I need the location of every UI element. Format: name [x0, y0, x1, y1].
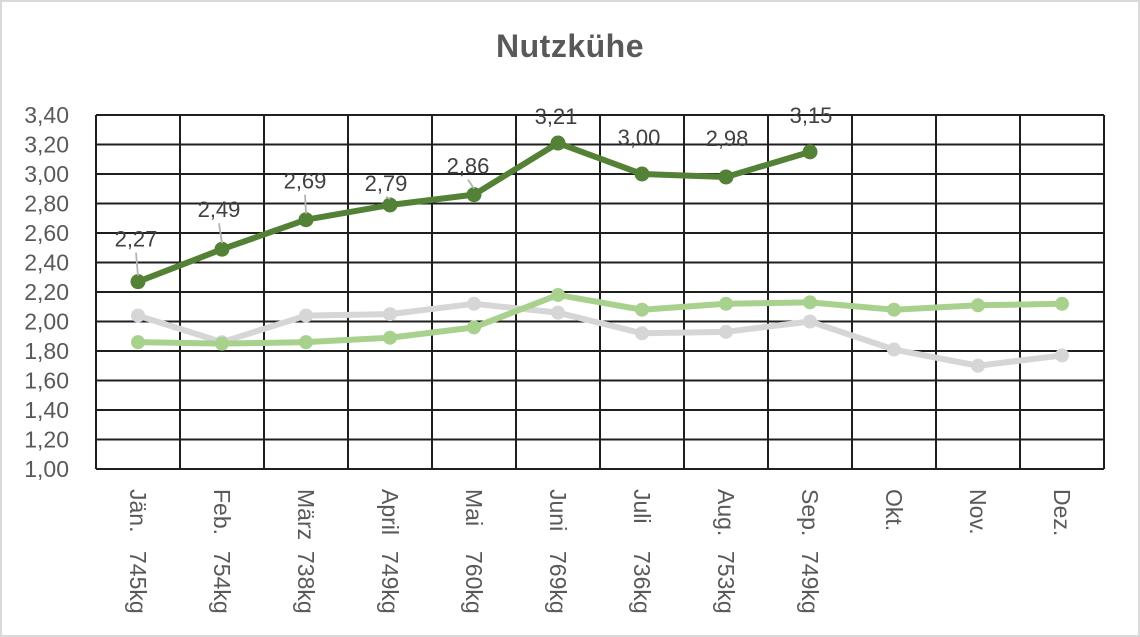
x-axis-weight-label: 760kg [461, 551, 487, 614]
series-marker-light-green [635, 302, 649, 317]
y-axis-tick-label: 1,80 [24, 338, 69, 364]
y-axis-tick-label: 2,60 [24, 220, 69, 246]
series-marker-gray [887, 342, 901, 357]
y-axis-tick-label: 2,40 [24, 250, 69, 276]
y-axis-tick-label: 3,20 [24, 132, 69, 158]
chart-title: Nutzkühe [496, 28, 644, 64]
x-axis-month-label: April [377, 489, 403, 535]
data-label: 3,00 [618, 125, 661, 150]
series-marker-gray [635, 326, 649, 341]
series-marker-light-green [971, 298, 985, 313]
data-label: 2,27 [115, 227, 158, 252]
y-axis-tick-label: 1,60 [24, 368, 69, 394]
series-marker-light-green [131, 335, 145, 350]
y-axis-tick-label: 1,00 [24, 456, 69, 482]
series-marker-dark-green [550, 135, 566, 151]
y-axis-tick-label: 3,00 [24, 161, 69, 187]
data-label: 2,98 [706, 126, 749, 151]
data-label: 2,86 [447, 154, 490, 179]
y-axis-tick-label: 3,40 [24, 102, 69, 128]
x-axis-weight-label: 745kg [125, 551, 151, 614]
x-axis-month-label: Feb. [209, 489, 235, 535]
series-marker-light-green [215, 336, 229, 351]
x-axis-month-label: Sep. [797, 489, 823, 536]
series-marker-light-green [1055, 296, 1069, 311]
series-marker-gray [719, 324, 733, 339]
data-label-leader-line [304, 194, 307, 214]
x-axis-month-label: Okt. [881, 489, 907, 531]
series-marker-gray [131, 308, 145, 323]
x-axis-weight-label: 754kg [209, 551, 235, 614]
data-label-leader-line [218, 223, 223, 244]
series-marker-gray [551, 305, 565, 320]
data-label-leader-line [135, 252, 139, 276]
data-label-leader-line [385, 196, 391, 200]
series-marker-dark-green [382, 197, 398, 213]
x-axis-month-label: Mai [461, 489, 487, 526]
data-label: 2,69 [284, 169, 327, 194]
x-axis-weight-label: 749kg [377, 551, 403, 614]
series-marker-gray [1055, 348, 1069, 363]
data-label: 2,49 [198, 197, 241, 222]
x-axis-month-label: Juni [545, 489, 571, 531]
series-line-light-green [135, 291, 1065, 347]
series-marker-dark-green [130, 274, 146, 290]
y-axis-tick-label: 2,20 [24, 279, 69, 305]
x-axis-weight-label: 738kg [293, 551, 319, 614]
x-axis-weight-label: 769kg [545, 551, 571, 614]
series-marker-light-green [467, 320, 481, 335]
series-marker-light-green [551, 287, 565, 302]
data-label: 3,15 [790, 103, 833, 128]
x-axis-weight-label: 753kg [713, 551, 739, 614]
series-marker-gray [971, 358, 985, 373]
series-marker-dark-green [214, 241, 230, 257]
y-axis-tick-label: 1,40 [24, 397, 69, 423]
x-axis-month-label: Juli [629, 489, 655, 524]
series-marker-light-green [719, 296, 733, 311]
series-marker-gray [803, 314, 817, 329]
y-axis-tick-label: 2,00 [24, 309, 69, 335]
x-axis-month-label: Dez. [1049, 489, 1075, 536]
series-marker-dark-green [802, 144, 818, 160]
data-label: 3,21 [535, 104, 578, 129]
x-axis-month-label: Jän. [125, 489, 151, 532]
x-axis-weight-label: 736kg [629, 551, 655, 614]
series-marker-dark-green [298, 212, 314, 228]
x-axis-month-label: März [293, 489, 319, 540]
x-axis-month-label: Aug. [713, 489, 739, 536]
x-axis-weight-label: 749kg [797, 551, 823, 614]
x-axis-month-label: Nov. [965, 489, 991, 535]
y-axis-tick-label: 2,80 [24, 191, 69, 217]
series-marker-gray [467, 296, 481, 311]
series-marker-light-green [887, 302, 901, 317]
series-marker-dark-green [634, 166, 650, 182]
y-axis-tick-label: 1,20 [24, 427, 69, 453]
data-label-leader-line [467, 179, 475, 190]
series-marker-light-green [383, 330, 397, 345]
series-marker-gray [383, 307, 397, 322]
series-marker-light-green [299, 335, 313, 350]
series-marker-light-green [803, 295, 817, 310]
series-line-gray [135, 300, 1065, 369]
series-marker-dark-green [718, 169, 734, 185]
series-marker-dark-green [466, 187, 482, 203]
series-marker-gray [299, 308, 313, 323]
data-label: 2,79 [365, 171, 408, 196]
